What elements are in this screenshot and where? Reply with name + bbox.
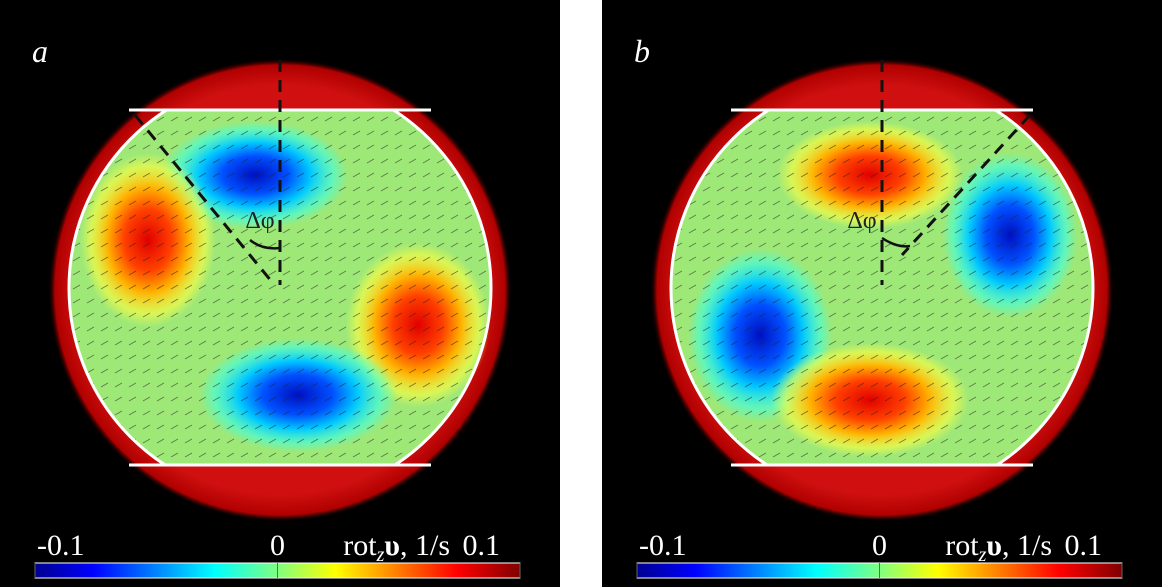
angle-arc xyxy=(881,236,911,248)
colorbar-tick-label: 0 xyxy=(872,529,887,562)
panel-label: a xyxy=(32,33,48,69)
colorbar-tick-label: -0.1 xyxy=(37,529,85,562)
panel: Δφ b -0.1 0 0.1 rotzυ, 1/s xyxy=(602,0,1162,587)
colorbar-tick-label: 0 xyxy=(270,529,285,562)
vorticity-field xyxy=(669,110,1095,465)
angle-label: Δφ xyxy=(847,208,876,234)
angle-label: Δφ xyxy=(245,208,274,234)
colorbar-tick-label: 0.1 xyxy=(463,529,501,562)
angle-arc xyxy=(249,239,281,250)
colorbar-tick-label: -0.1 xyxy=(639,529,687,562)
title-unit: , 1/s xyxy=(1002,529,1052,562)
title-subscript: z xyxy=(376,544,385,566)
panel: Δφ a -0.1 0 0.1 rotzυ, 1/s xyxy=(0,0,560,587)
outline xyxy=(67,110,493,465)
axis-dashed xyxy=(900,113,1032,257)
outline xyxy=(669,110,1095,465)
velocity-arrows xyxy=(670,110,1094,465)
title-word: rot xyxy=(343,529,377,562)
colorbar-title: rotzυ, 1/s xyxy=(343,529,450,566)
title-symbol: υ xyxy=(384,529,400,562)
vorticity-field xyxy=(67,110,493,465)
title-subscript: z xyxy=(978,544,987,566)
panel-label: b xyxy=(634,33,650,69)
velocity-arrows xyxy=(68,110,492,465)
title-word: rot xyxy=(945,529,979,562)
colorbar-title: rotzυ, 1/s xyxy=(945,529,1052,566)
colorbar-tick-label: 0.1 xyxy=(1065,529,1103,562)
title-symbol: υ xyxy=(986,529,1002,562)
axis-dashed xyxy=(133,114,274,283)
title-unit: , 1/s xyxy=(400,529,450,562)
